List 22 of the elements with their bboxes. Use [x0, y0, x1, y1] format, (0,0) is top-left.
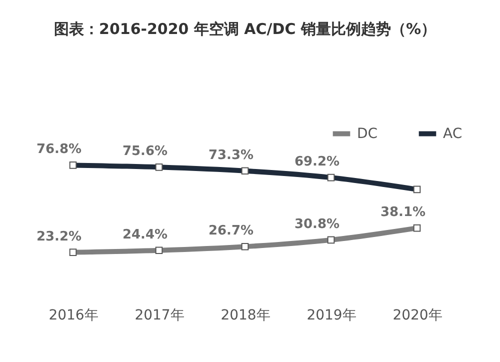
x-tick-label: 2017年	[134, 308, 184, 324]
point	[413, 224, 421, 232]
chart-title: 图表：2016-2020 年空调 AC/DC 销量比例趋势（%）	[54, 20, 436, 38]
data-label: 24.4%	[122, 227, 168, 242]
data-label: 38.1%	[380, 205, 426, 220]
data-label: 73.3%	[208, 148, 254, 163]
point	[69, 248, 77, 256]
legend-label: AC	[443, 126, 462, 142]
x-tick-label: 2018年	[220, 308, 270, 324]
point	[241, 242, 249, 250]
x-tick-label: 2020年	[392, 308, 442, 324]
x-tick-label: 2019年	[306, 308, 356, 324]
data-label: 30.8%	[294, 216, 340, 232]
data-label: 23.2%	[36, 229, 82, 244]
data-label: 26.7%	[208, 224, 254, 239]
data-label: 75.6%	[122, 144, 168, 160]
point	[327, 236, 335, 244]
legend-label: DC	[357, 126, 378, 142]
point	[155, 246, 163, 254]
x-tick-label: 2016年	[48, 308, 98, 324]
data-label: 76.8%	[36, 142, 82, 158]
data-label: 69.2%	[294, 154, 340, 170]
